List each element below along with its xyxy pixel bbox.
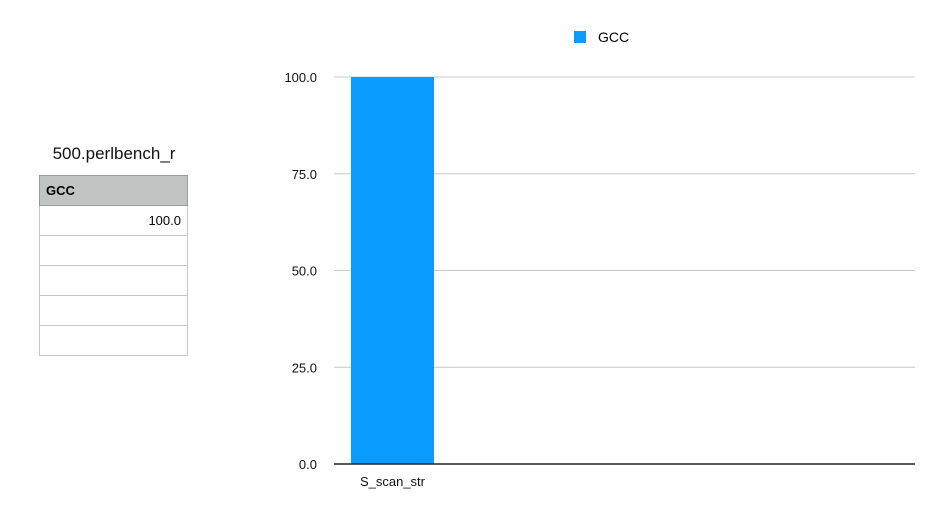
legend-label-gcc: GCC (598, 29, 630, 45)
y-tick-label: 50.0 (292, 264, 317, 279)
data-table: GCC 100.0 (39, 175, 188, 356)
x-tick-label: S_scan_str (360, 474, 426, 489)
y-tick-label: 25.0 (292, 360, 317, 375)
y-tick-label: 100.0 (284, 70, 317, 85)
y-tick-label: 0.0 (299, 457, 317, 472)
y-tick-label: 75.0 (292, 167, 317, 182)
table-cell (39, 325, 188, 356)
table-cell: 100.0 (39, 205, 188, 236)
chart-legend: GCC (574, 29, 629, 45)
table-title: 500.perlbench_r (52, 144, 176, 163)
legend-swatch-gcc (574, 31, 586, 43)
bar (351, 77, 434, 464)
